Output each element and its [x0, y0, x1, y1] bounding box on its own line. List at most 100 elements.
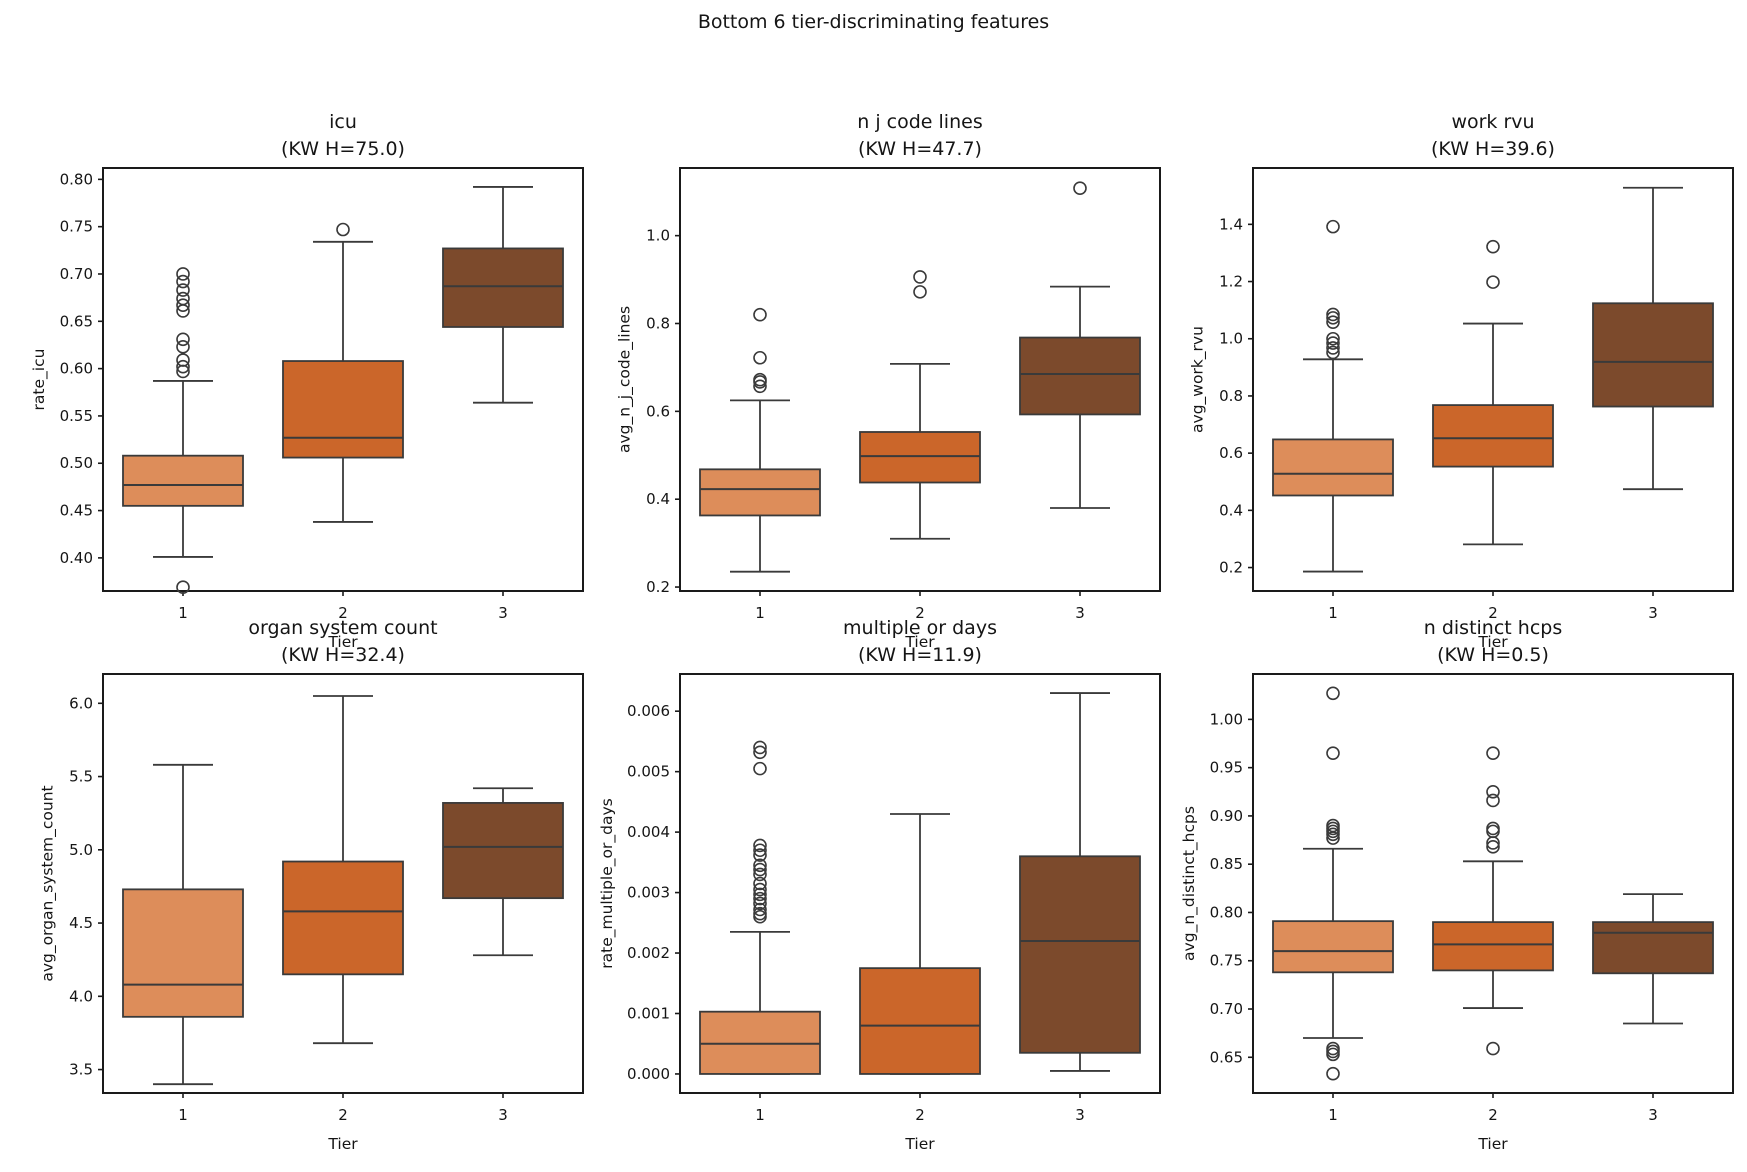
y-tick-label: 3.5 — [69, 1061, 93, 1079]
y-tick-label: 0.2 — [646, 578, 670, 596]
x-tick-label: 3 — [498, 604, 508, 622]
x-tick-label: 1 — [1328, 1106, 1338, 1124]
box-rect — [1019, 336, 1141, 416]
y-tick-label: 0.4 — [1219, 501, 1243, 519]
box-plot-tier-3 — [1019, 692, 1141, 1072]
y-tick-label: 5.0 — [69, 841, 93, 859]
outlier-point — [176, 291, 190, 306]
outlier-point — [753, 882, 767, 897]
subplot-title: work rvu — [1451, 111, 1534, 133]
subplot-subtitle: (KW H=47.7) — [858, 138, 982, 160]
outlier-point — [176, 580, 190, 595]
y-tick-label: 0.60 — [60, 360, 93, 378]
x-tick-label: 2 — [1488, 604, 1498, 622]
box-plot-tier-1 — [699, 740, 821, 1075]
subplot-multiple-or-days: multiple or days (KW H=11.9) 0.000 0.001 0.0… — [598, 617, 1161, 1153]
box-plot-tier-3 — [1592, 893, 1714, 1025]
y-axis-label: rate_icu — [30, 349, 49, 411]
y-tick-label: 1.00 — [1210, 710, 1243, 728]
box-rect — [442, 247, 564, 328]
x-tick-label: 2 — [338, 604, 348, 622]
outlier-point — [753, 896, 767, 911]
x-tick-label: 1 — [178, 1106, 188, 1124]
y-tick-label: 0.80 — [1210, 903, 1243, 921]
outlier-point — [176, 283, 190, 297]
outlier-point — [176, 359, 190, 374]
y-tick-label: 0.65 — [60, 312, 93, 330]
box-rect — [1592, 921, 1714, 975]
subplot-subtitle: (KW H=11.9) — [858, 644, 982, 666]
outlier-point — [1326, 1041, 1340, 1056]
outlier-point — [753, 372, 767, 387]
x-tick-label: 1 — [178, 604, 188, 622]
y-axis-label: avg_n_j_code_lines — [616, 306, 635, 453]
y-tick-label: 0.40 — [60, 549, 93, 567]
y-tick-label: 0.005 — [627, 763, 670, 781]
box-rect — [1592, 302, 1714, 408]
y-tick-label: 0.65 — [1210, 1048, 1243, 1066]
y-tick-label: 0.2 — [1219, 559, 1243, 577]
x-axis-label: Tier — [327, 1135, 358, 1153]
x-axis-label: Tier — [327, 633, 358, 651]
box-plot-tier-3 — [442, 186, 564, 404]
outlier-point — [753, 379, 767, 394]
outlier-point — [1073, 181, 1087, 196]
outlier-point — [753, 902, 767, 917]
outlier-point — [753, 876, 767, 891]
y-tick-label: 4.5 — [69, 914, 93, 932]
outlier-point — [1486, 239, 1500, 254]
x-axis-label: Tier — [904, 1135, 935, 1153]
box-plot-tier-1 — [122, 267, 244, 595]
subplot-organ-system-count: organ system count (KW H=32.4) 3.5 4.0 4.5 5.… — [39, 617, 584, 1153]
outlier-point — [1326, 315, 1340, 329]
box-rect — [859, 431, 981, 484]
x-tick-label: 2 — [915, 1106, 925, 1124]
y-tick-label: 0.6 — [646, 402, 670, 420]
outlier-point — [753, 350, 767, 365]
x-tick-label: 3 — [498, 1106, 508, 1124]
outlier-point — [753, 843, 767, 858]
box-plot-tier-2 — [1432, 746, 1554, 1056]
box-plot-tier-2 — [1432, 239, 1554, 546]
outlier-point — [1486, 784, 1500, 799]
box-plot-tier-2 — [859, 813, 981, 1075]
outlier-point — [1326, 818, 1340, 833]
x-tick-label: 2 — [1488, 1106, 1498, 1124]
outlier-point — [753, 867, 767, 882]
y-tick-label: 0.6 — [1219, 444, 1243, 462]
y-tick-label: 0.55 — [60, 407, 93, 425]
subplot-title: organ system count — [248, 617, 437, 639]
x-tick-label: 3 — [1075, 1106, 1085, 1124]
box-rect — [859, 967, 981, 1075]
outlier-point — [753, 862, 767, 877]
subplot-subtitle: (KW H=39.6) — [1431, 138, 1555, 160]
x-tick-label: 3 — [1648, 604, 1658, 622]
outlier-point — [1326, 219, 1340, 234]
box-rect — [1272, 438, 1394, 497]
outlier-point — [176, 274, 190, 289]
outlier-point — [1326, 331, 1340, 346]
y-tick-label: 1.0 — [646, 227, 670, 245]
x-tick-label: 1 — [755, 1106, 765, 1124]
outlier-point — [336, 222, 350, 237]
outlier-point — [1326, 307, 1340, 322]
box-rect — [122, 454, 244, 507]
outlier-point — [1486, 275, 1500, 289]
box-rect — [282, 860, 404, 976]
outlier-point — [1486, 746, 1500, 760]
box-rect — [699, 468, 821, 517]
y-tick-label: 0.003 — [627, 884, 670, 902]
subplot-title: multiple or days — [843, 617, 997, 639]
y-tick-label: 5.5 — [69, 768, 93, 786]
y-tick-label: 0.006 — [627, 702, 670, 720]
box-plot-tier-2 — [282, 222, 404, 523]
outlier-point — [1326, 336, 1340, 350]
y-tick-label: 0.004 — [627, 823, 670, 841]
box-plot-tier-1 — [699, 307, 821, 573]
outlier-point — [176, 353, 190, 367]
subplot-work-rvu: work rvu (KW H=39.6) 0.2 0.4 0.6 0.8 1.0 1.2 1.4… — [1189, 111, 1734, 651]
y-tick-label: 0.000 — [627, 1065, 670, 1083]
box-rect — [1432, 921, 1554, 972]
y-axis-label: rate_multiple_or_days — [598, 798, 617, 968]
